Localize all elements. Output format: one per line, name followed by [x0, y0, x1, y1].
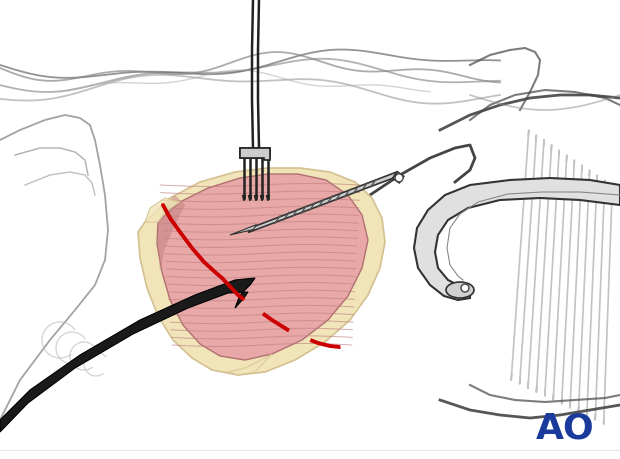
Text: AO: AO: [536, 411, 595, 445]
Circle shape: [461, 284, 469, 292]
Polygon shape: [157, 174, 368, 360]
Circle shape: [395, 174, 403, 182]
Polygon shape: [158, 195, 185, 272]
Polygon shape: [392, 172, 404, 183]
Polygon shape: [0, 278, 255, 432]
Polygon shape: [145, 198, 180, 222]
Ellipse shape: [446, 282, 474, 298]
Polygon shape: [138, 168, 385, 375]
Polygon shape: [248, 172, 397, 232]
Polygon shape: [228, 354, 272, 375]
Polygon shape: [414, 178, 620, 300]
Polygon shape: [240, 148, 270, 160]
Polygon shape: [230, 224, 257, 235]
